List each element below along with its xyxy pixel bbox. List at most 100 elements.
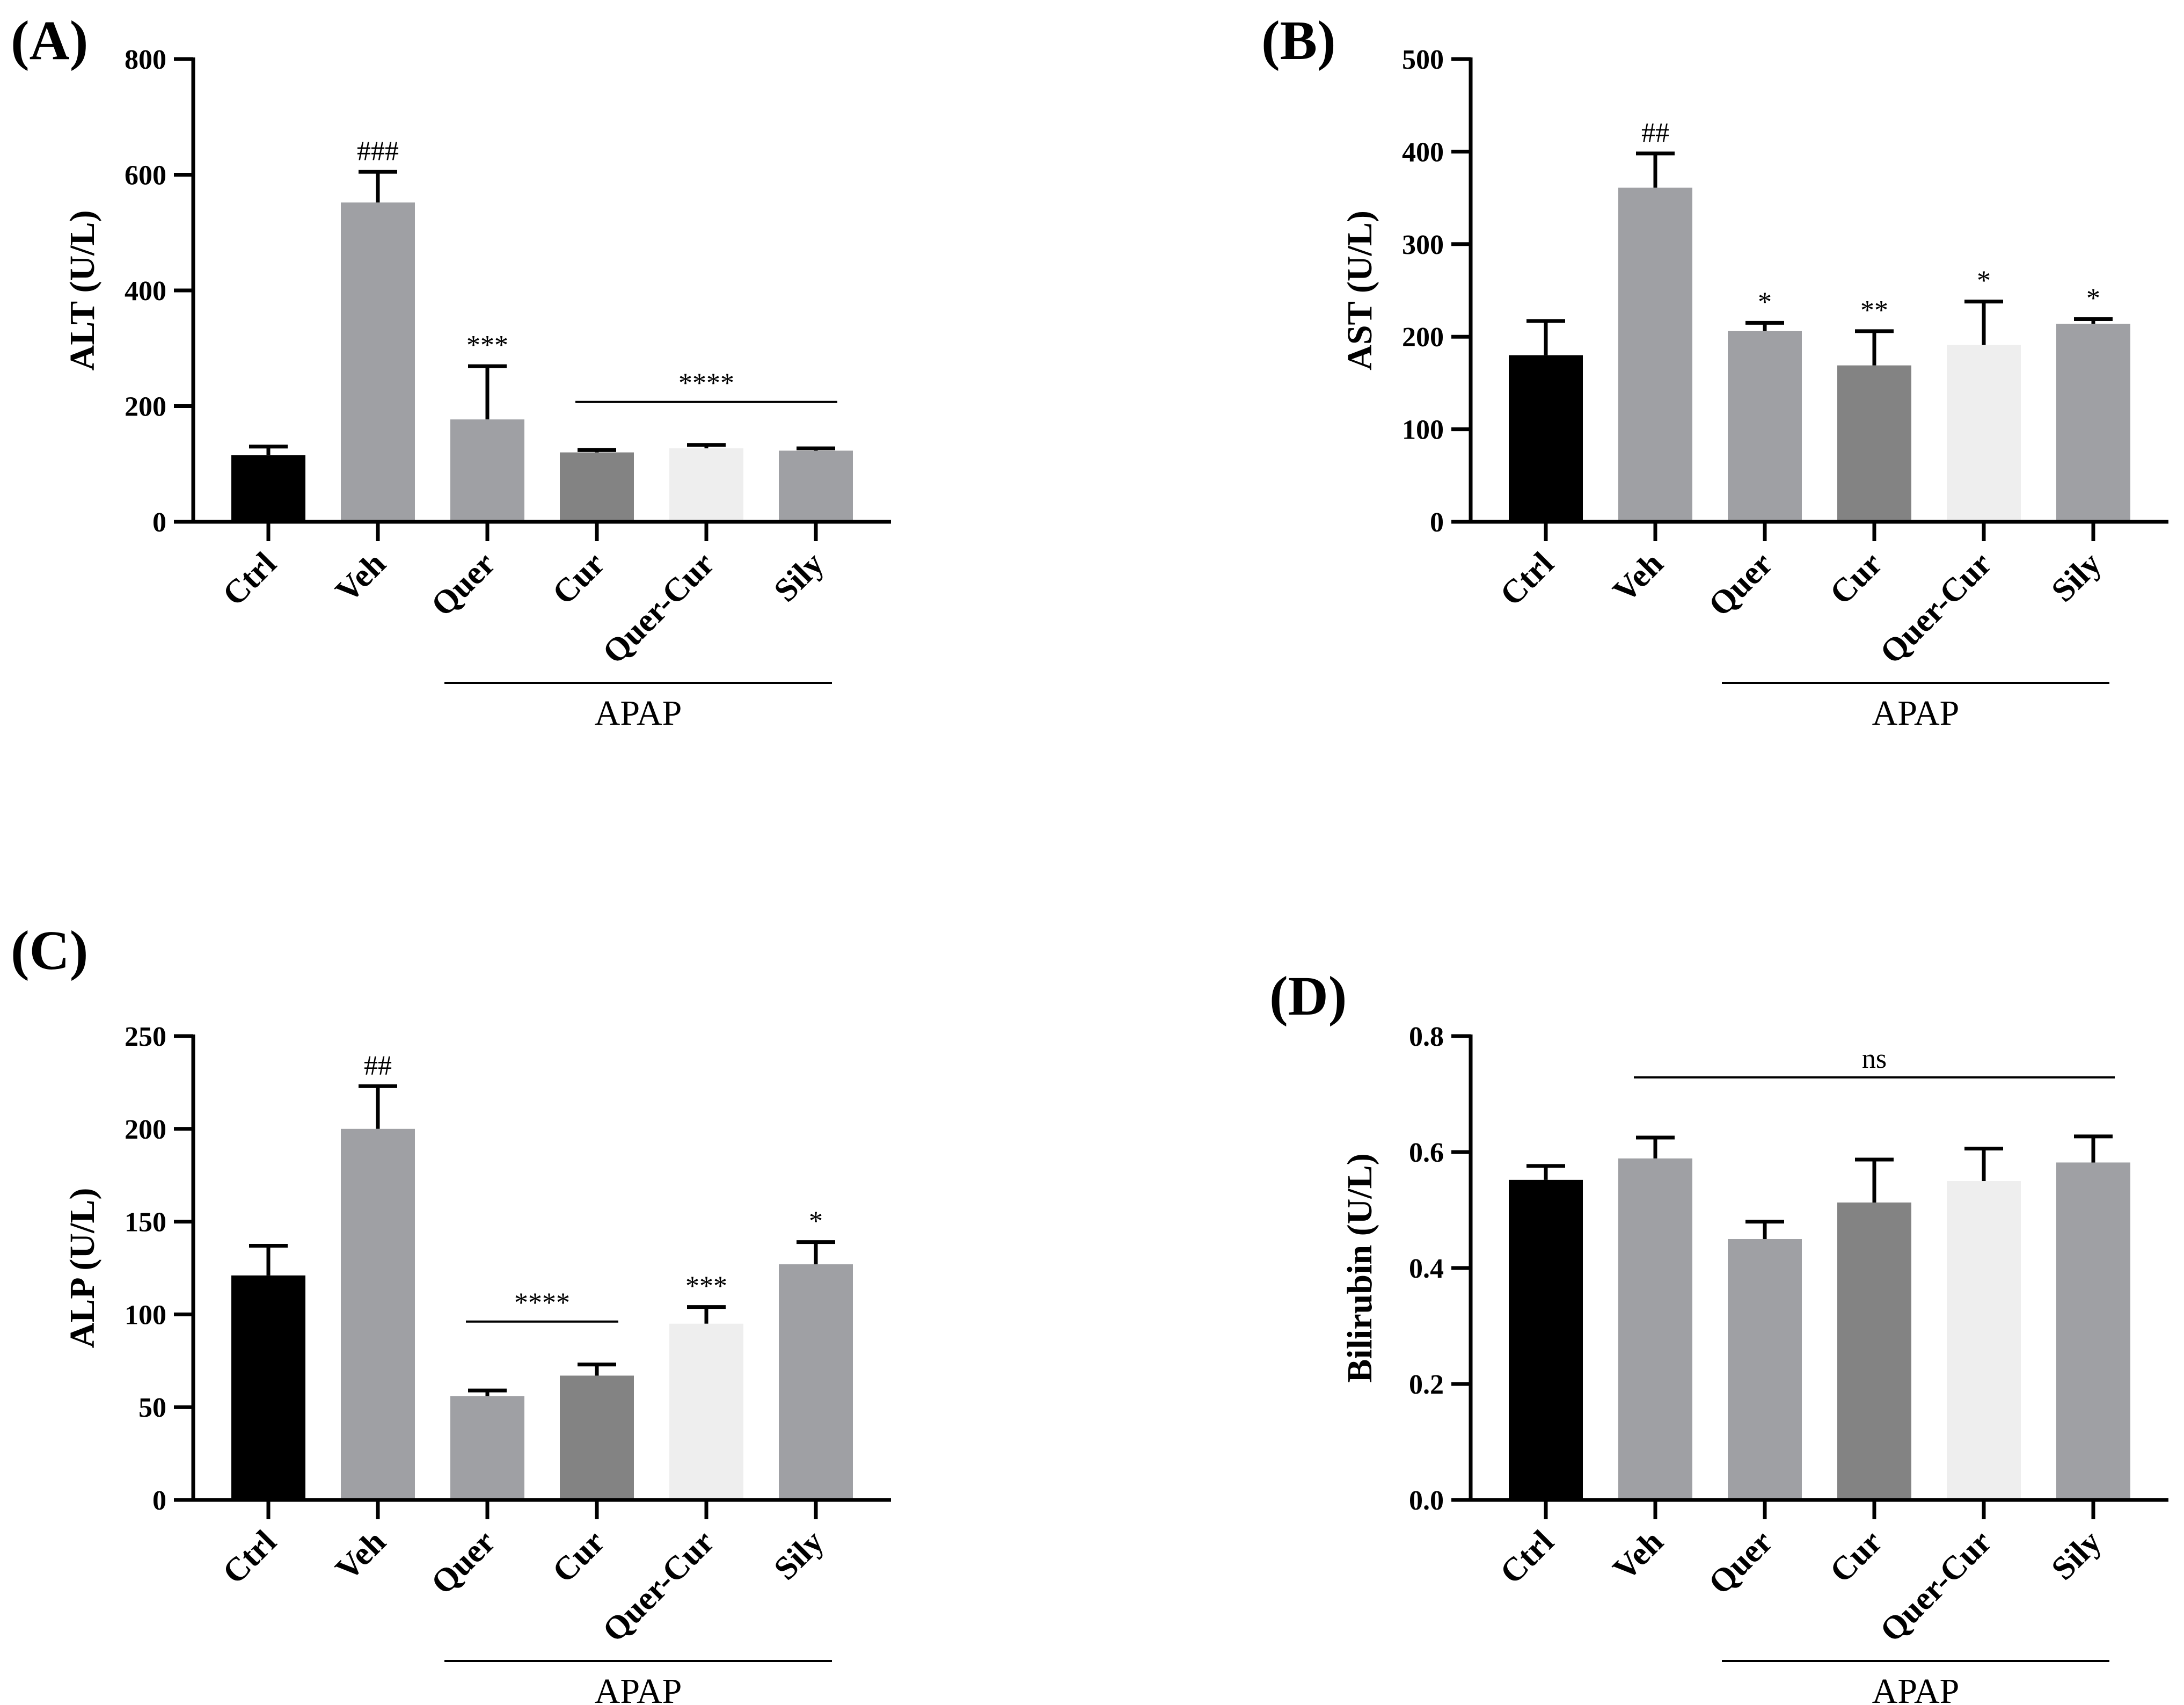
bar-quer [1728,1239,1802,1500]
bar-quer [1728,331,1802,522]
bar-quer-cur [1947,345,2021,522]
significance-marker: ** [1860,295,1888,326]
y-axis-title: ALP (U/L) [63,1188,102,1349]
category-label-sily: Sily [2044,1524,2108,1587]
y-axis-title: AST (U/L) [1340,210,1379,370]
category-label-ctrl: Ctrl [1493,1524,1561,1591]
category-label-quer: Quer [424,545,502,623]
error-bar-quer [1745,320,1784,331]
apap-group-label: APAP [1872,1672,1960,1705]
apap-group-label: APAP [1872,694,1960,733]
bracket-label: **** [678,368,734,399]
y-tick-label: 100 [1402,415,1444,446]
error-bar-veh [1636,1135,1675,1158]
category-label-veh: Veh [328,1524,393,1588]
significance-marker: ### [357,136,399,166]
y-tick-label: 0 [152,507,166,538]
error-bar-cur [578,1362,616,1376]
significance-marker: * [2086,283,2100,314]
panel-label: (A) [11,10,88,71]
error-bar-sily [2074,317,2113,324]
error-bar-veh [359,1084,397,1129]
category-label-ctrl: Ctrl [216,545,283,613]
panel-b-ast: (B) 0 100 200 300 400 500 AST (U/L) Ctrl Veh Quer C… [1261,10,2168,733]
y-tick-label: 50 [138,1393,166,1423]
error-bar-quer [468,1388,507,1396]
y-tick-label: 150 [125,1207,166,1238]
panel-d-bilirubin: (D) 0.0 0.2 0.4 0.6 0.8 Bilirubin (U/L) Ctrl Veh… [1269,965,2168,1705]
bar-ctrl [1509,355,1583,522]
category-label-sily: Sily [767,545,831,609]
bracket-label: **** [514,1288,570,1318]
panel-label: (B) [1261,10,1336,71]
panel-a-alt: (A) 0 200 400 600 800 ALT (U/L) Ctrl Veh Quer CurQ… [11,10,891,733]
significance-marker: ## [364,1050,392,1081]
error-bar-quer-cur [1964,1147,2003,1181]
category-label-cur: Cur [1823,1524,1889,1590]
y-tick-label: 100 [125,1300,166,1330]
bar-quer-cur [669,1323,743,1500]
bar-sily [779,1264,853,1500]
category-label-veh: Veh [1606,545,1670,610]
bar-ctrl [231,1275,305,1500]
y-tick-label: 0 [1430,507,1444,538]
y-tick-label: 0.4 [1409,1254,1444,1284]
category-label-ctrl: Ctrl [1493,545,1561,613]
y-tick-label: 200 [125,1114,166,1145]
bar-veh [1618,187,1692,522]
bar-cur [560,452,634,522]
error-bar-ctrl [249,445,288,456]
category-label-quer-cur: Quer-Cur [596,1524,721,1649]
bar-quer-cur [1947,1181,2021,1500]
y-tick-label: 300 [1402,230,1444,260]
error-bar-quer-cur [1964,300,2003,345]
bar-quer-cur [669,448,743,522]
category-label-cur: Cur [1823,545,1889,612]
category-label-quer: Quer [424,1524,502,1601]
bar-cur [1837,1202,1911,1500]
y-tick-label: 500 [1402,45,1444,75]
bar-sily [2056,1162,2130,1500]
category-label-quer: Quer [1701,545,1779,623]
category-label-veh: Veh [1606,1524,1670,1588]
bar-sily [779,450,853,522]
y-tick-label: 200 [125,392,166,422]
y-tick-label: 0.6 [1409,1138,1444,1168]
error-bar-quer-cur [687,1305,726,1324]
bar-ctrl [231,455,305,522]
category-label-quer-cur: Quer-Cur [596,545,721,671]
bar-cur [1837,365,1911,522]
y-tick-label: 800 [125,45,166,75]
category-label-cur: Cur [545,1524,612,1590]
error-bar-sily [797,446,835,451]
error-bar-ctrl [249,1244,288,1276]
y-tick-label: 250 [125,1022,166,1052]
error-bar-ctrl [1526,319,1565,355]
category-label-veh: Veh [328,545,393,610]
error-bar-quer [1745,1220,1784,1239]
error-bar-ctrl [1526,1164,1565,1180]
panel-label: (D) [1269,965,1347,1027]
apap-group-label: APAP [595,694,682,733]
error-bar-cur [578,448,616,453]
error-bar-sily [797,1240,835,1265]
category-label-sily: Sily [2044,545,2108,609]
y-tick-label: 600 [125,161,166,191]
error-bar-cur [1855,329,1894,366]
category-label-ctrl: Ctrl [216,1524,283,1591]
category-label-sily: Sily [767,1524,831,1587]
y-tick-label: 0 [152,1485,166,1516]
y-tick-label: 0.0 [1409,1485,1444,1516]
category-label-quer-cur: Quer-Cur [1873,1524,1999,1649]
error-bar-veh [1636,151,1675,188]
bracket-label: ns [1862,1044,1887,1074]
y-tick-label: 0.2 [1409,1369,1444,1400]
y-tick-label: 400 [125,276,166,307]
y-axis-title: Bilirubin (U/L) [1340,1153,1379,1382]
significance-marker: * [1977,266,1991,296]
category-label-cur: Cur [545,545,612,612]
error-bar-sily [2074,1134,2113,1163]
y-tick-label: 200 [1402,322,1444,353]
error-bar-cur [1855,1157,1894,1203]
